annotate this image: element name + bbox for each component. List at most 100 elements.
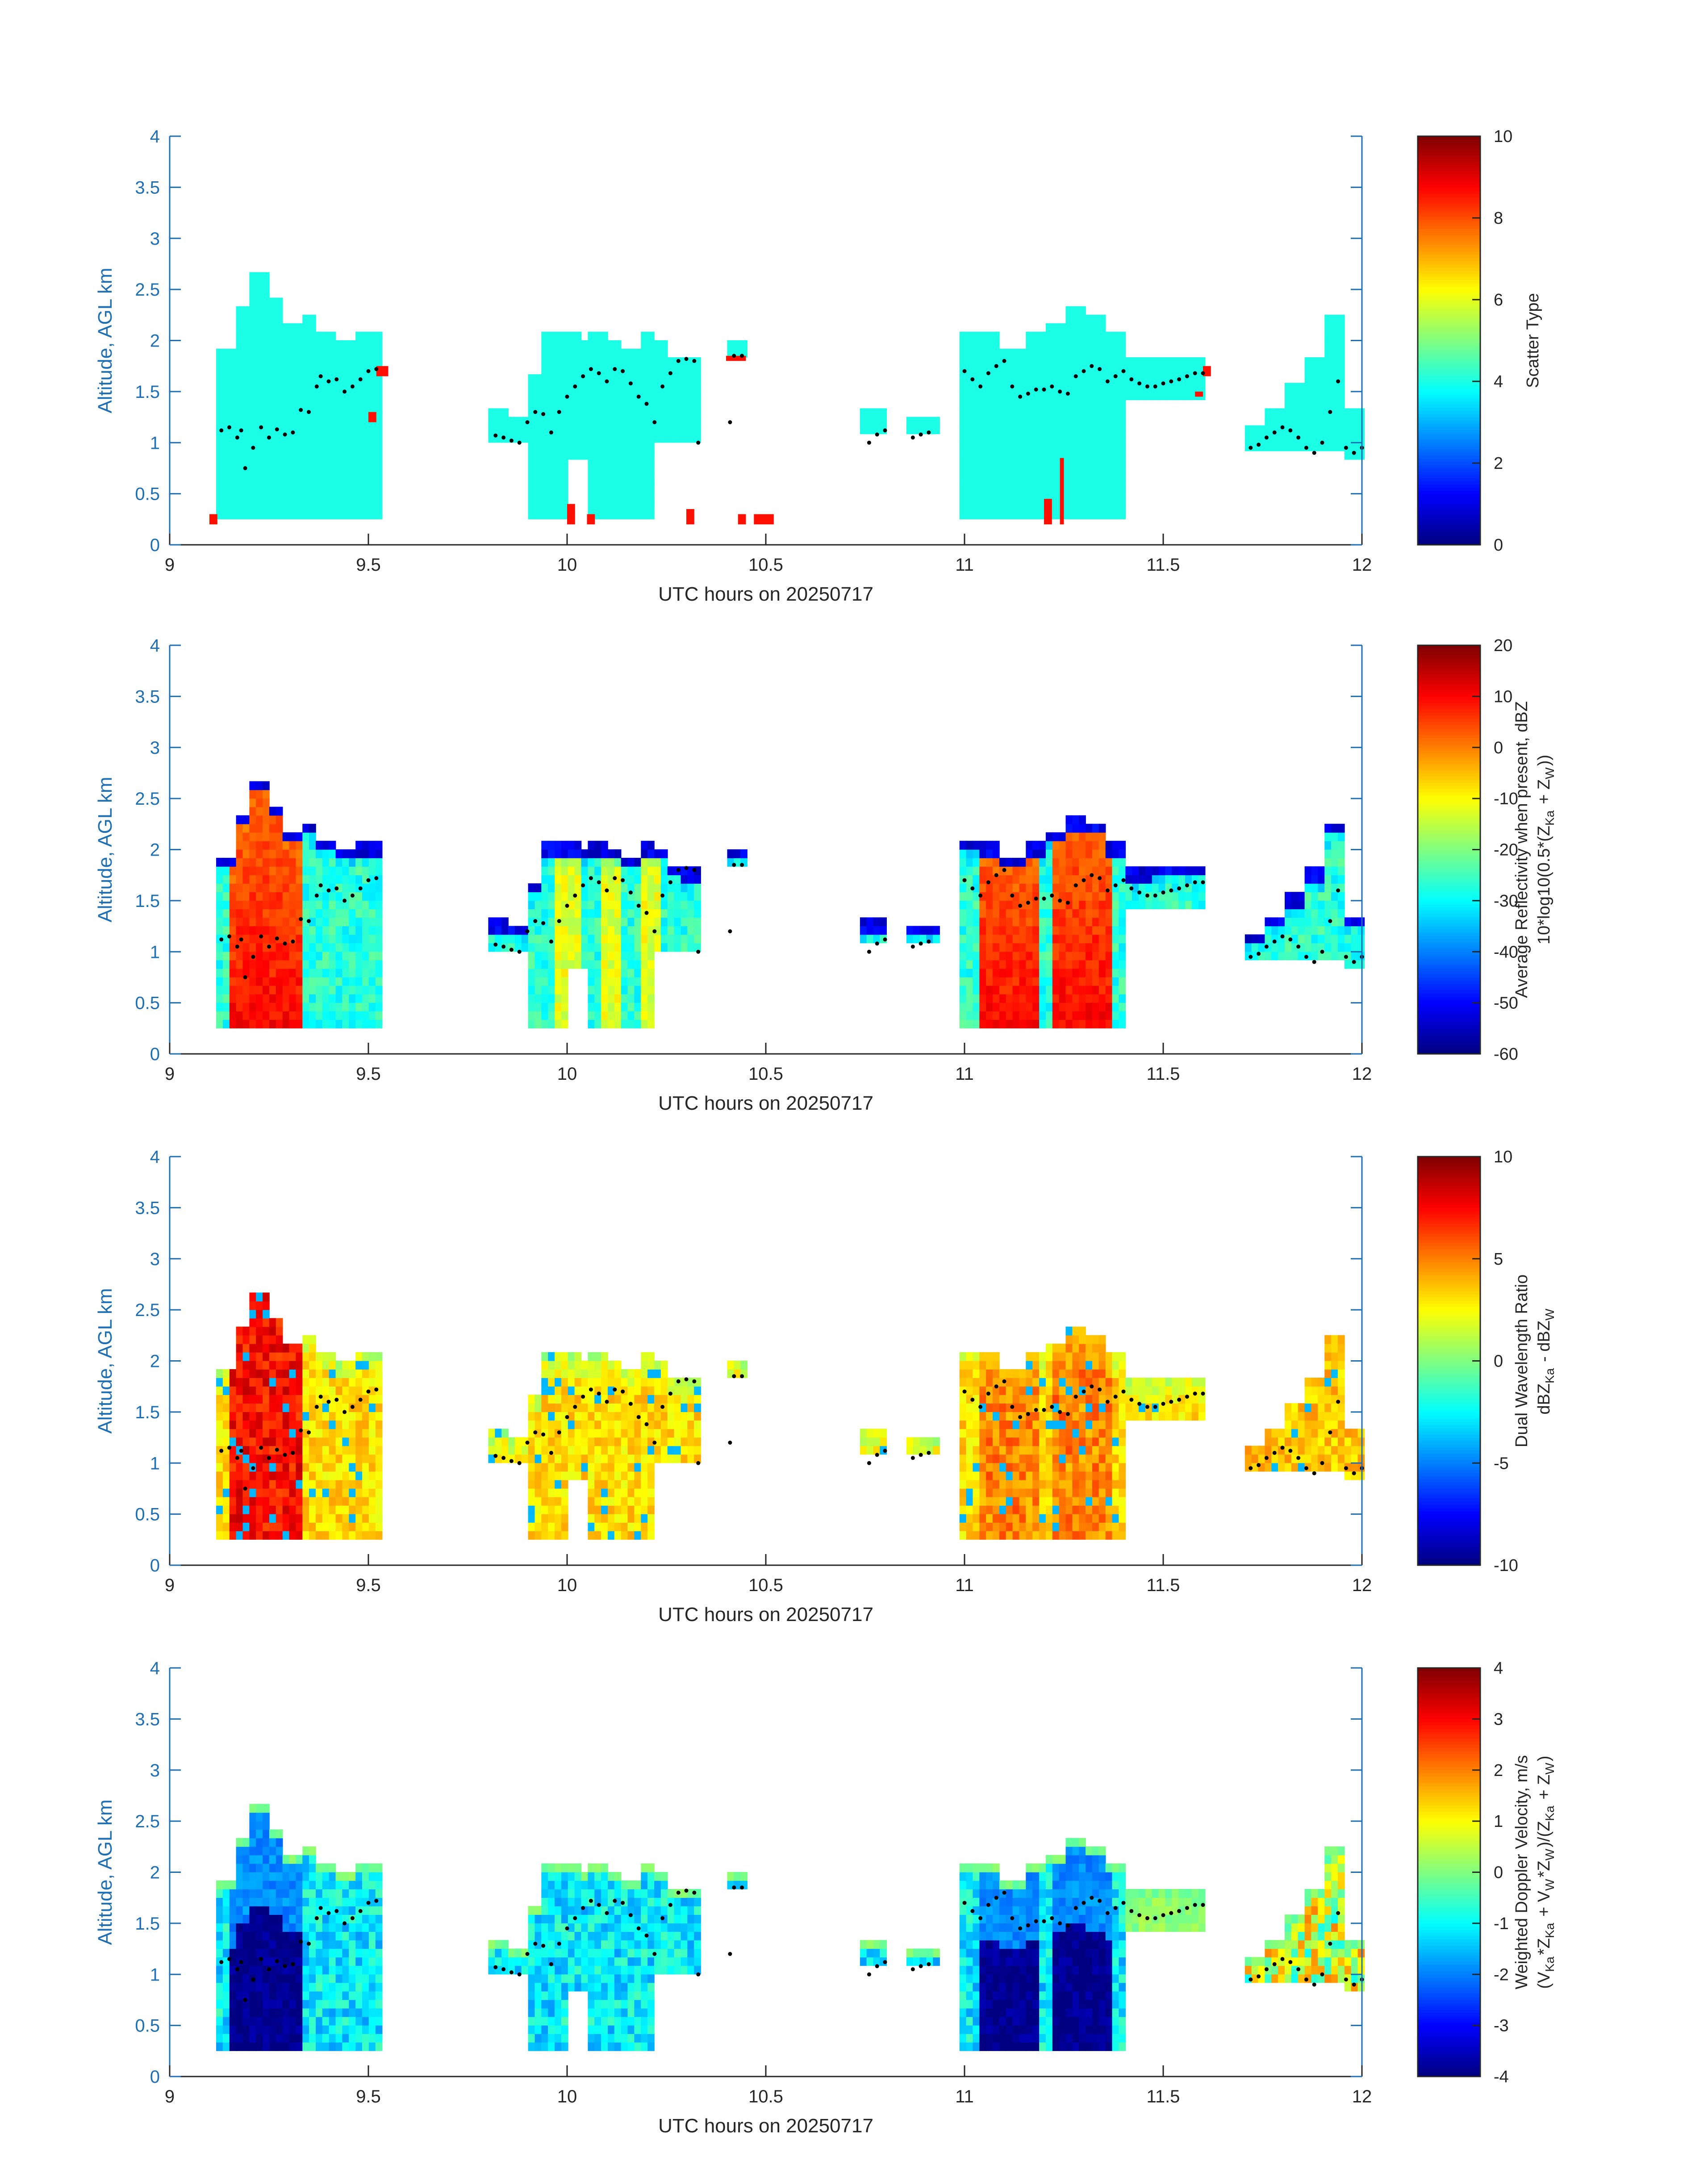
heatmap-cell [1052, 1002, 1060, 1011]
heatmap-cell [222, 1454, 230, 1463]
heatmap-cell [561, 493, 568, 502]
heatmap-cell [1298, 951, 1305, 961]
heatmap-cell [302, 1386, 309, 1395]
heatmap-cell [242, 1462, 250, 1472]
heatmap-cell [528, 1412, 535, 1421]
heatmap-cell [282, 348, 290, 358]
heatmap-cell [302, 1479, 309, 1489]
heatmap-cell [302, 434, 309, 443]
heatmap-cell [541, 1360, 548, 1370]
heatmap-cell [1052, 391, 1060, 401]
heatmap-cell [302, 934, 309, 944]
heatmap-cell [322, 1011, 330, 1020]
heatmap-cell [1086, 943, 1093, 952]
heatmap-cell [236, 892, 243, 901]
heatmap-cell [568, 391, 575, 401]
heatmap-cell [860, 934, 867, 944]
scatter-accent-cell [754, 514, 774, 525]
heatmap-cell [296, 892, 303, 901]
heatmap-cell [236, 417, 243, 426]
heatmap-cell [375, 357, 383, 366]
heatmap-cell [329, 857, 336, 867]
heatmap-cell [1032, 985, 1040, 994]
heatmap-cell [263, 900, 270, 910]
heatmap-cell [561, 892, 568, 901]
heatmap-cell [1032, 340, 1040, 349]
heatmap-cell [495, 917, 502, 927]
heatmap-cell [986, 510, 993, 519]
heatmap-cell [561, 917, 568, 927]
heatmap-cell [1052, 510, 1060, 519]
heatmap-cell [1092, 926, 1099, 935]
heatmap-cell [588, 1002, 595, 1011]
trace-point [1042, 896, 1046, 901]
heatmap-cell [634, 400, 642, 409]
heatmap-cell [342, 892, 350, 901]
heatmap-cell [574, 883, 582, 892]
heatmap-cell [999, 434, 1006, 443]
heatmap-cell [541, 476, 548, 485]
heatmap-cell [1072, 459, 1080, 468]
heatmap-cell [289, 892, 296, 901]
colorbar-swatch [1418, 200, 1480, 204]
heatmap-cell [1052, 468, 1060, 477]
heatmap-cell [1311, 900, 1319, 910]
heatmap-cell [316, 900, 323, 910]
heatmap-cell [222, 1479, 230, 1489]
heatmap-cell [276, 1343, 283, 1353]
heatmap-cell [999, 348, 1006, 358]
heatmap-cell [528, 425, 535, 435]
heatmap-cell [647, 866, 655, 875]
heatmap-cell [256, 1386, 263, 1395]
heatmap-cell [535, 1513, 542, 1523]
heatmap-cell [973, 510, 980, 519]
heatmap-cell [269, 1360, 276, 1370]
heatmap-cell [1012, 909, 1020, 918]
heatmap-cell [993, 417, 1000, 426]
heatmap-cell [1065, 366, 1073, 375]
heatmap-cell [568, 909, 575, 918]
heatmap-cell [1331, 442, 1338, 451]
heatmap-cell [1092, 468, 1099, 477]
heatmap-cell [687, 425, 694, 435]
heatmap-cell [594, 400, 601, 409]
heatmap-cell [355, 1462, 363, 1472]
heatmap-cell [335, 1020, 343, 1028]
heatmap-cell [1324, 417, 1332, 426]
heatmap-cell [236, 459, 243, 468]
heatmap-cell [256, 909, 263, 918]
heatmap-cell [362, 1378, 369, 1387]
heatmap-cell [1125, 366, 1132, 375]
heatmap-cell [276, 323, 283, 332]
heatmap-cell [1324, 314, 1332, 324]
heatmap-cell [263, 306, 270, 315]
colorbar-tick-label: 2 [1494, 454, 1503, 473]
trace-point [644, 911, 649, 915]
heatmap-cell [263, 857, 270, 867]
heatmap-cell [1059, 943, 1066, 952]
heatmap-cell [1026, 459, 1033, 468]
colorbar-swatch [1418, 449, 1480, 453]
heatmap-cell [316, 331, 323, 341]
heatmap-cell [296, 968, 303, 978]
heatmap-cell [528, 476, 535, 485]
heatmap-cell [242, 883, 250, 892]
colorbar-swatch [1418, 193, 1480, 197]
heatmap-cell [236, 1386, 243, 1395]
heatmap-cell [236, 1462, 243, 1472]
heatmap-cell [1019, 951, 1027, 961]
heatmap-cell [1072, 977, 1080, 986]
heatmap-cell [1039, 883, 1046, 892]
heatmap-cell [528, 909, 535, 918]
heatmap-cell [561, 510, 568, 519]
heatmap-cell [866, 408, 874, 418]
heatmap-cell [1079, 951, 1086, 961]
heatmap-cell [263, 985, 270, 994]
colorbar-swatch [1418, 808, 1480, 812]
heatmap-cell [342, 510, 350, 519]
heatmap-cell [1324, 840, 1332, 850]
colorbar-swatch [1418, 420, 1480, 424]
heatmap-cell [1079, 977, 1086, 986]
heatmap-cell [349, 985, 356, 994]
heatmap-cell [249, 1496, 257, 1506]
